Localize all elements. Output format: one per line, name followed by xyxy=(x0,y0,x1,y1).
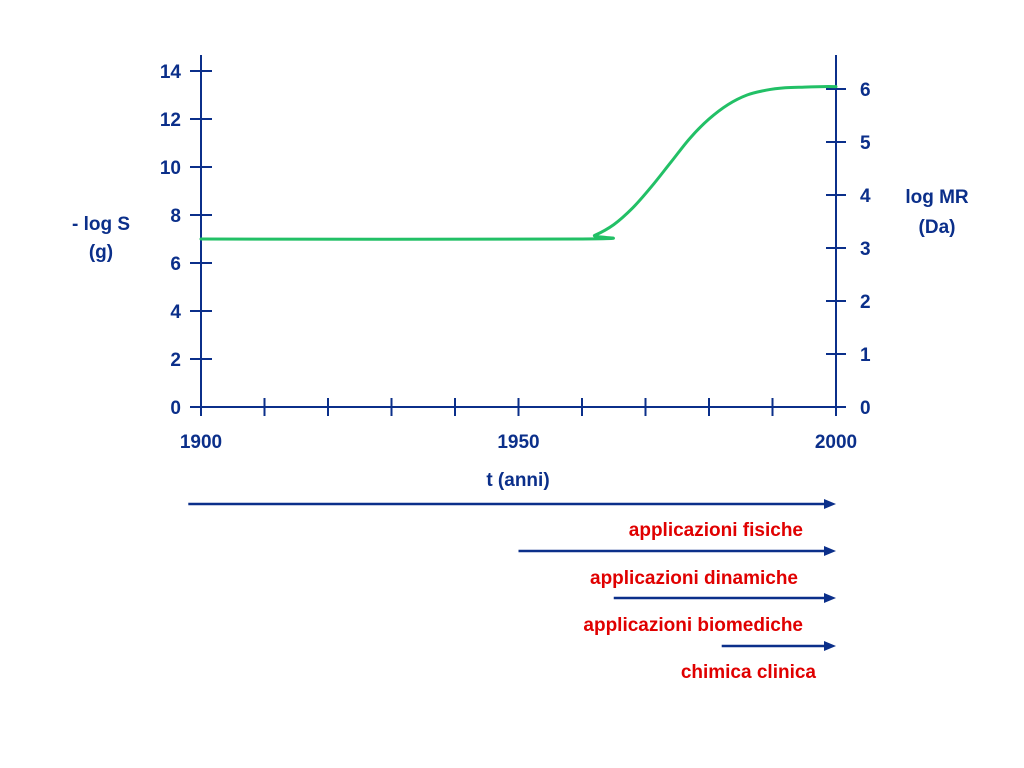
timeline-arrow-head xyxy=(824,499,836,509)
left-y-tick-label: 12 xyxy=(160,110,181,131)
right-y-tick-label: 0 xyxy=(860,398,871,419)
right-y-tick-label: 4 xyxy=(860,186,871,207)
x-tick-label: 1950 xyxy=(497,432,539,453)
right-y-tick-label: 3 xyxy=(860,239,871,260)
left-y-axis-title-line2: (g) xyxy=(89,242,113,263)
x-tick-label: 2000 xyxy=(815,432,857,453)
timeline-arrow-head xyxy=(824,641,836,651)
left-y-tick-label: 8 xyxy=(170,206,181,227)
right-y-tick-label: 2 xyxy=(860,292,871,313)
series-layer xyxy=(199,85,838,241)
left-y-tick-label: 4 xyxy=(170,302,181,323)
right-y-axis-title-line2: (Da) xyxy=(919,217,956,238)
right-y-tick-label: 6 xyxy=(860,80,871,101)
right-y-axis-title-line1: log MR xyxy=(905,187,969,208)
axes xyxy=(190,55,846,416)
left-y-tick-label: 14 xyxy=(160,62,182,83)
timeline-arrow-head xyxy=(824,593,836,603)
left-y-tick-label: 2 xyxy=(170,350,181,371)
right-y-tick-label: 1 xyxy=(860,345,871,366)
timeline-label: applicazioni biomediche xyxy=(583,615,803,636)
x-tick-label: 1900 xyxy=(180,432,222,453)
left-y-tick-label: 0 xyxy=(170,398,181,419)
left-y-tick-label: 6 xyxy=(170,254,181,275)
series-line-0 xyxy=(199,85,838,241)
x-axis-title: t (anni) xyxy=(486,470,549,491)
timeline-label: chimica clinica xyxy=(681,662,817,683)
timeline: applicazioni fisiche applicazioni dinamic… xyxy=(188,499,836,683)
right-y-tick-label: 5 xyxy=(860,133,871,154)
timeline-label: applicazioni fisiche xyxy=(629,520,803,541)
left-y-axis-title-line1: - log S xyxy=(72,214,130,235)
timeline-label: applicazioni dinamiche xyxy=(590,568,798,589)
timeline-arrow-head xyxy=(824,546,836,556)
left-y-tick-label: 10 xyxy=(160,158,181,179)
